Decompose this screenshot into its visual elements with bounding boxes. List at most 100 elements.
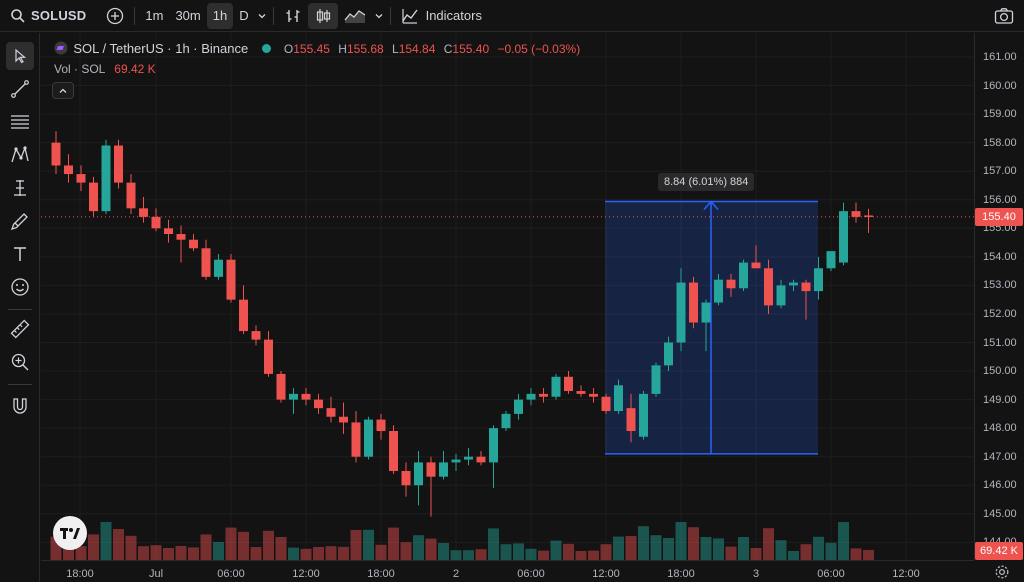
price-chart[interactable] [41,33,974,560]
pattern-tool[interactable] [6,141,34,169]
emoji-tool[interactable] [6,273,34,301]
volume-bar [400,542,412,560]
price-scale[interactable]: 161.00 160.00 159.00 158.00 157.00 156.00 155.… [974,33,1024,560]
candle-body [89,182,98,212]
candle-body [689,282,698,323]
volume-bar [763,528,774,560]
legend-main: SOL / TetherUS · 1h · Binance O155.45 H1… [54,41,580,56]
volume-bar [188,547,199,560]
volume-bar [725,546,737,560]
candle-body [251,331,261,340]
plus-circle-icon [107,7,124,24]
candle-body [839,211,848,263]
volume-bar [588,550,599,560]
ruler-tool[interactable] [6,315,34,343]
volume-bar [613,536,624,560]
time-label: 18:00 [66,568,94,580]
candle-body [214,259,223,277]
interval-d[interactable]: D [239,8,249,23]
candle-body [489,428,498,463]
volume-bar [638,526,649,560]
zoom-tool[interactable] [6,348,34,376]
candle-body [126,182,136,209]
horizontal-lines-tool[interactable] [6,108,34,136]
candle-body [639,393,648,437]
interval-30m[interactable]: 30m [175,8,201,23]
volume-value: 69.42 K [114,62,156,76]
snapshot-button[interactable] [988,3,1020,29]
close-label: C [443,42,453,56]
volume-bar [825,542,837,560]
candle-body [51,142,61,166]
cursor-icon [15,48,27,64]
volume-bar [850,548,862,560]
volume-label[interactable]: Vol · SOL [54,62,105,76]
magnet-tool[interactable] [6,392,34,420]
candle-body [464,456,473,460]
time-label: 2 [452,568,460,580]
drawing-toolbar [0,33,40,582]
change-value: −0.05 (−0.03%) [497,42,581,56]
text-tool[interactable] [6,240,34,268]
candle-body [476,456,486,463]
volume-bar [313,547,324,560]
price-label: 149.00 [983,393,1017,406]
trend-line-icon [11,80,29,98]
chart-settings-button[interactable] [994,564,1010,580]
volume-bar [325,546,337,560]
chart-type-dropdown[interactable] [372,3,386,29]
interval-dropdown[interactable] [255,3,269,29]
price-label: 146.00 [983,479,1017,492]
area-style-button[interactable] [338,3,372,29]
trend-line-tool[interactable] [6,75,34,103]
collapse-legend-button[interactable] [52,82,74,99]
candle-body [589,393,598,397]
price-label: 152.00 [983,307,1017,320]
price-label: 158.00 [983,136,1017,149]
candle-body [514,399,523,414]
interval-1h[interactable]: 1h [206,2,234,29]
price-label: 150.00 [983,365,1017,378]
smiley-icon [11,278,29,296]
candles-style-button[interactable] [307,2,338,29]
separator [272,6,274,25]
bars-style-button[interactable] [278,3,308,29]
volume-bar [363,529,374,560]
volume-bar [175,546,187,560]
candle-body [714,279,723,303]
volume-bar [700,537,712,560]
candle-body [376,419,386,432]
time-label: 18:00 [667,568,695,580]
volume-bar [238,531,249,560]
compare-button[interactable] [100,3,130,29]
brush-tool[interactable] [6,207,34,235]
candle-body [601,396,611,412]
candle-body [226,259,236,300]
current-volume-badge: 69.42 K [975,542,1023,560]
candle-body [439,462,448,477]
current-volume-text: 69.42 K [980,545,1018,557]
interval-1m[interactable]: 1m [145,8,164,23]
brush-icon [10,213,28,231]
measure-arrow-head [703,200,719,210]
candle-body [76,174,86,183]
projection-tool[interactable] [6,174,34,202]
candle-body [64,165,73,175]
candle-body [101,145,111,212]
legend-title[interactable]: SOL / TetherUS · 1h · Binance [73,41,249,56]
status-dot-icon [261,44,271,53]
tool-divider [8,309,32,310]
volume-bar [425,538,437,560]
symbol-search[interactable]: SOLUSD [4,3,92,29]
volume-bar [525,548,537,560]
tradingview-logo[interactable] [53,516,87,550]
price-label: 157.00 [983,165,1017,178]
volume-bar [738,537,749,560]
indicators-button[interactable]: Indicators [395,3,488,29]
binance-logo-icon [54,41,68,55]
cursor-tool[interactable] [6,42,34,70]
volume-bar [88,534,99,560]
candle-body [751,262,761,269]
chevron-up-icon [59,88,67,93]
settings-icon [995,565,1009,579]
